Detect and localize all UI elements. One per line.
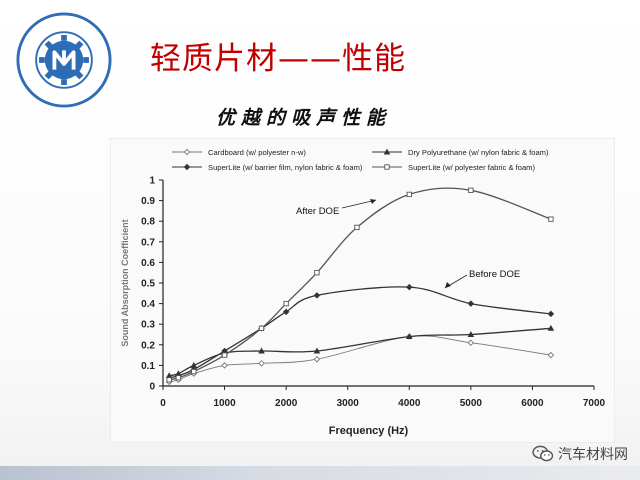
x-tick-label: 6000	[521, 398, 544, 409]
series-line	[169, 286, 551, 379]
data-point	[283, 300, 289, 307]
y-tick-label: 0	[149, 382, 155, 393]
slide-subtitle: 优越的吸声性能	[216, 107, 392, 129]
y-axis-label: Sound Absorption Coefficient	[120, 219, 130, 346]
watermark: 汽车材料网	[532, 444, 628, 464]
data-point	[468, 187, 474, 193]
y-tick-label: 0.6	[141, 258, 155, 269]
data-point	[548, 216, 554, 222]
x-tick-label: 5000	[460, 398, 483, 409]
data-point	[221, 362, 228, 369]
annotation-arrowhead	[370, 199, 376, 204]
footer-strip	[0, 466, 640, 480]
data-point	[175, 375, 182, 381]
data-point	[406, 191, 412, 198]
x-tick-label: 2000	[275, 398, 298, 409]
data-point	[258, 360, 265, 367]
data-point	[467, 300, 475, 307]
legend-label: SuperLite (w/ polyester fabric & foam)	[408, 163, 536, 172]
data-point	[313, 292, 321, 299]
y-tick-label: 0.2	[141, 340, 155, 351]
data-point	[384, 164, 390, 170]
data-point	[313, 347, 321, 354]
data-point	[467, 339, 475, 346]
legend-label: SuperLite (w/ barrier film, nylon fabric…	[208, 163, 363, 172]
y-tick-label: 0.1	[141, 361, 155, 372]
legend-label: Dry Polyurethane (w/ nylon fabric & foam…	[408, 148, 549, 157]
x-tick-label: 1000	[213, 398, 236, 409]
x-tick-label: 7000	[583, 398, 606, 409]
data-point	[183, 148, 191, 156]
data-point	[191, 368, 197, 375]
annotation-label: After DOE	[296, 206, 339, 217]
university-seal-icon	[16, 12, 112, 108]
chart-background	[110, 138, 615, 443]
data-point	[547, 324, 555, 331]
data-point	[313, 355, 321, 363]
y-tick-label: 0.9	[141, 196, 155, 207]
watermark-text: 汽车材料网	[558, 447, 628, 463]
data-point	[406, 333, 413, 340]
data-point	[258, 347, 265, 354]
data-point	[282, 308, 290, 316]
y-tick-label: 0.4	[141, 299, 155, 310]
data-point	[258, 325, 265, 331]
wechat-icon	[532, 445, 554, 462]
chart-panel: 0 1000 2000 3000 4000 5000 6000 7000 0 0.1 0.2 0.3 0…	[110, 138, 615, 443]
x-tick-label: 3000	[337, 398, 360, 409]
data-point	[166, 377, 172, 383]
x-tick-label: 0	[160, 398, 166, 409]
annotation-arrowhead	[445, 282, 451, 288]
data-point	[354, 224, 360, 231]
x-tick-label: 4000	[398, 398, 421, 409]
annotation-label: Before DOE	[469, 269, 520, 280]
data-point	[406, 283, 413, 291]
data-point	[221, 352, 228, 358]
data-point	[314, 270, 320, 276]
slide-title: 轻质片材——性能	[150, 41, 406, 77]
data-point	[183, 163, 191, 171]
x-axis-label: Frequency (Hz)	[329, 425, 409, 437]
y-tick-label: 0.5	[141, 279, 155, 290]
sound-absorption-chart: 0 1000 2000 3000 4000 5000 6000 7000 0 0.1 0.2 0.3 0…	[110, 138, 615, 443]
data-point	[547, 351, 555, 359]
series-line	[169, 327, 551, 377]
y-tick-label: 1	[149, 176, 155, 187]
data-point	[467, 331, 475, 337]
y-tick-label: 0.8	[141, 217, 155, 228]
legend-label: Cardboard (w/ polyester n-w)	[208, 148, 306, 157]
annotation-arrow	[341, 199, 377, 209]
data-point	[383, 148, 391, 155]
data-point	[547, 310, 555, 318]
y-tick-label: 0.3	[141, 320, 155, 331]
y-tick-label: 0.7	[141, 237, 155, 248]
